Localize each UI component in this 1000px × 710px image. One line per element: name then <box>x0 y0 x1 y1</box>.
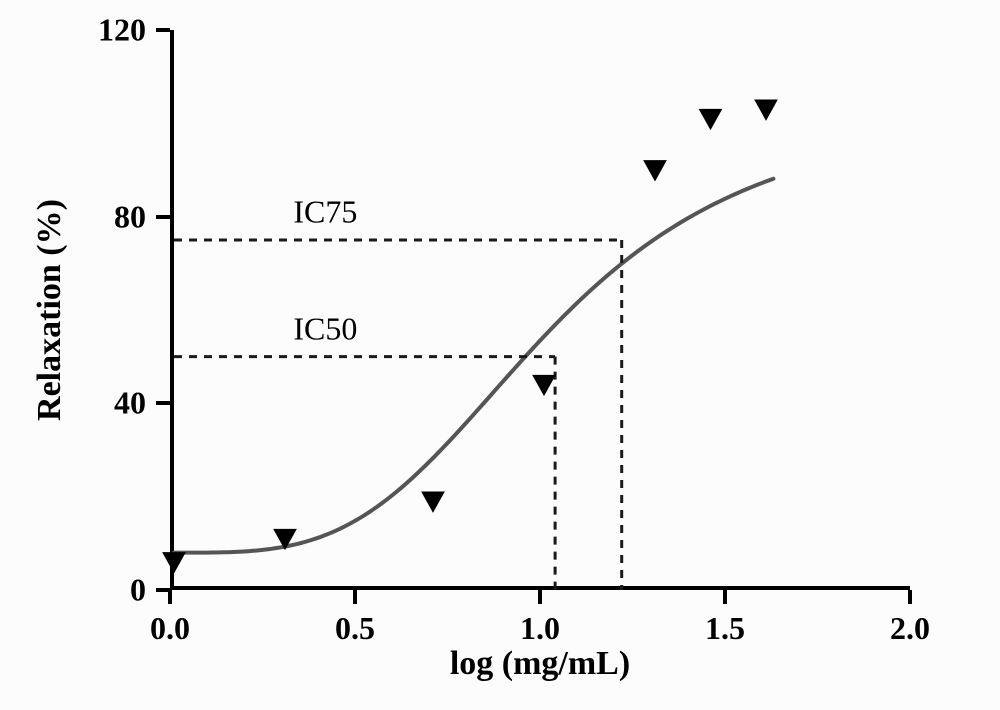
data-point <box>274 529 296 549</box>
y-tick-label: 80 <box>114 198 146 235</box>
y-tick <box>156 401 170 405</box>
annotation-IC50: IC50 <box>293 310 357 347</box>
data-point <box>644 161 666 181</box>
reference-line-layer <box>174 30 914 590</box>
y-axis-label: Relaxation (%) <box>31 199 69 421</box>
x-tick-label: 0.0 <box>150 610 190 647</box>
data-point <box>422 492 444 512</box>
y-tick <box>156 588 170 592</box>
x-tick <box>908 590 912 604</box>
x-tick-label: 0.5 <box>335 610 375 647</box>
data-point <box>755 100 777 120</box>
y-tick-label: 120 <box>98 12 146 49</box>
x-tick <box>723 590 727 604</box>
annotation-IC75: IC75 <box>293 194 357 231</box>
y-tick <box>156 215 170 219</box>
y-tick <box>156 28 170 32</box>
x-axis-label: log (mg/mL) <box>450 645 630 683</box>
x-tick <box>538 590 542 604</box>
curve-layer <box>174 30 914 590</box>
x-tick-label: 1.0 <box>520 610 560 647</box>
x-tick-label: 2.0 <box>890 610 930 647</box>
x-tick <box>168 590 172 604</box>
marker-layer <box>174 30 914 590</box>
y-tick-label: 40 <box>114 385 146 422</box>
data-point <box>163 553 185 573</box>
fit-curve <box>174 179 773 553</box>
dose-response-chart: Relaxation (%) log (mg/mL) 0.0 0.5 1.0 1.5 2… <box>0 0 1000 710</box>
y-tick-label: 0 <box>130 572 146 609</box>
data-point <box>533 375 555 395</box>
x-tick <box>353 590 357 604</box>
x-tick-label: 1.5 <box>705 610 745 647</box>
data-point <box>700 109 722 129</box>
plot-area <box>170 30 910 590</box>
